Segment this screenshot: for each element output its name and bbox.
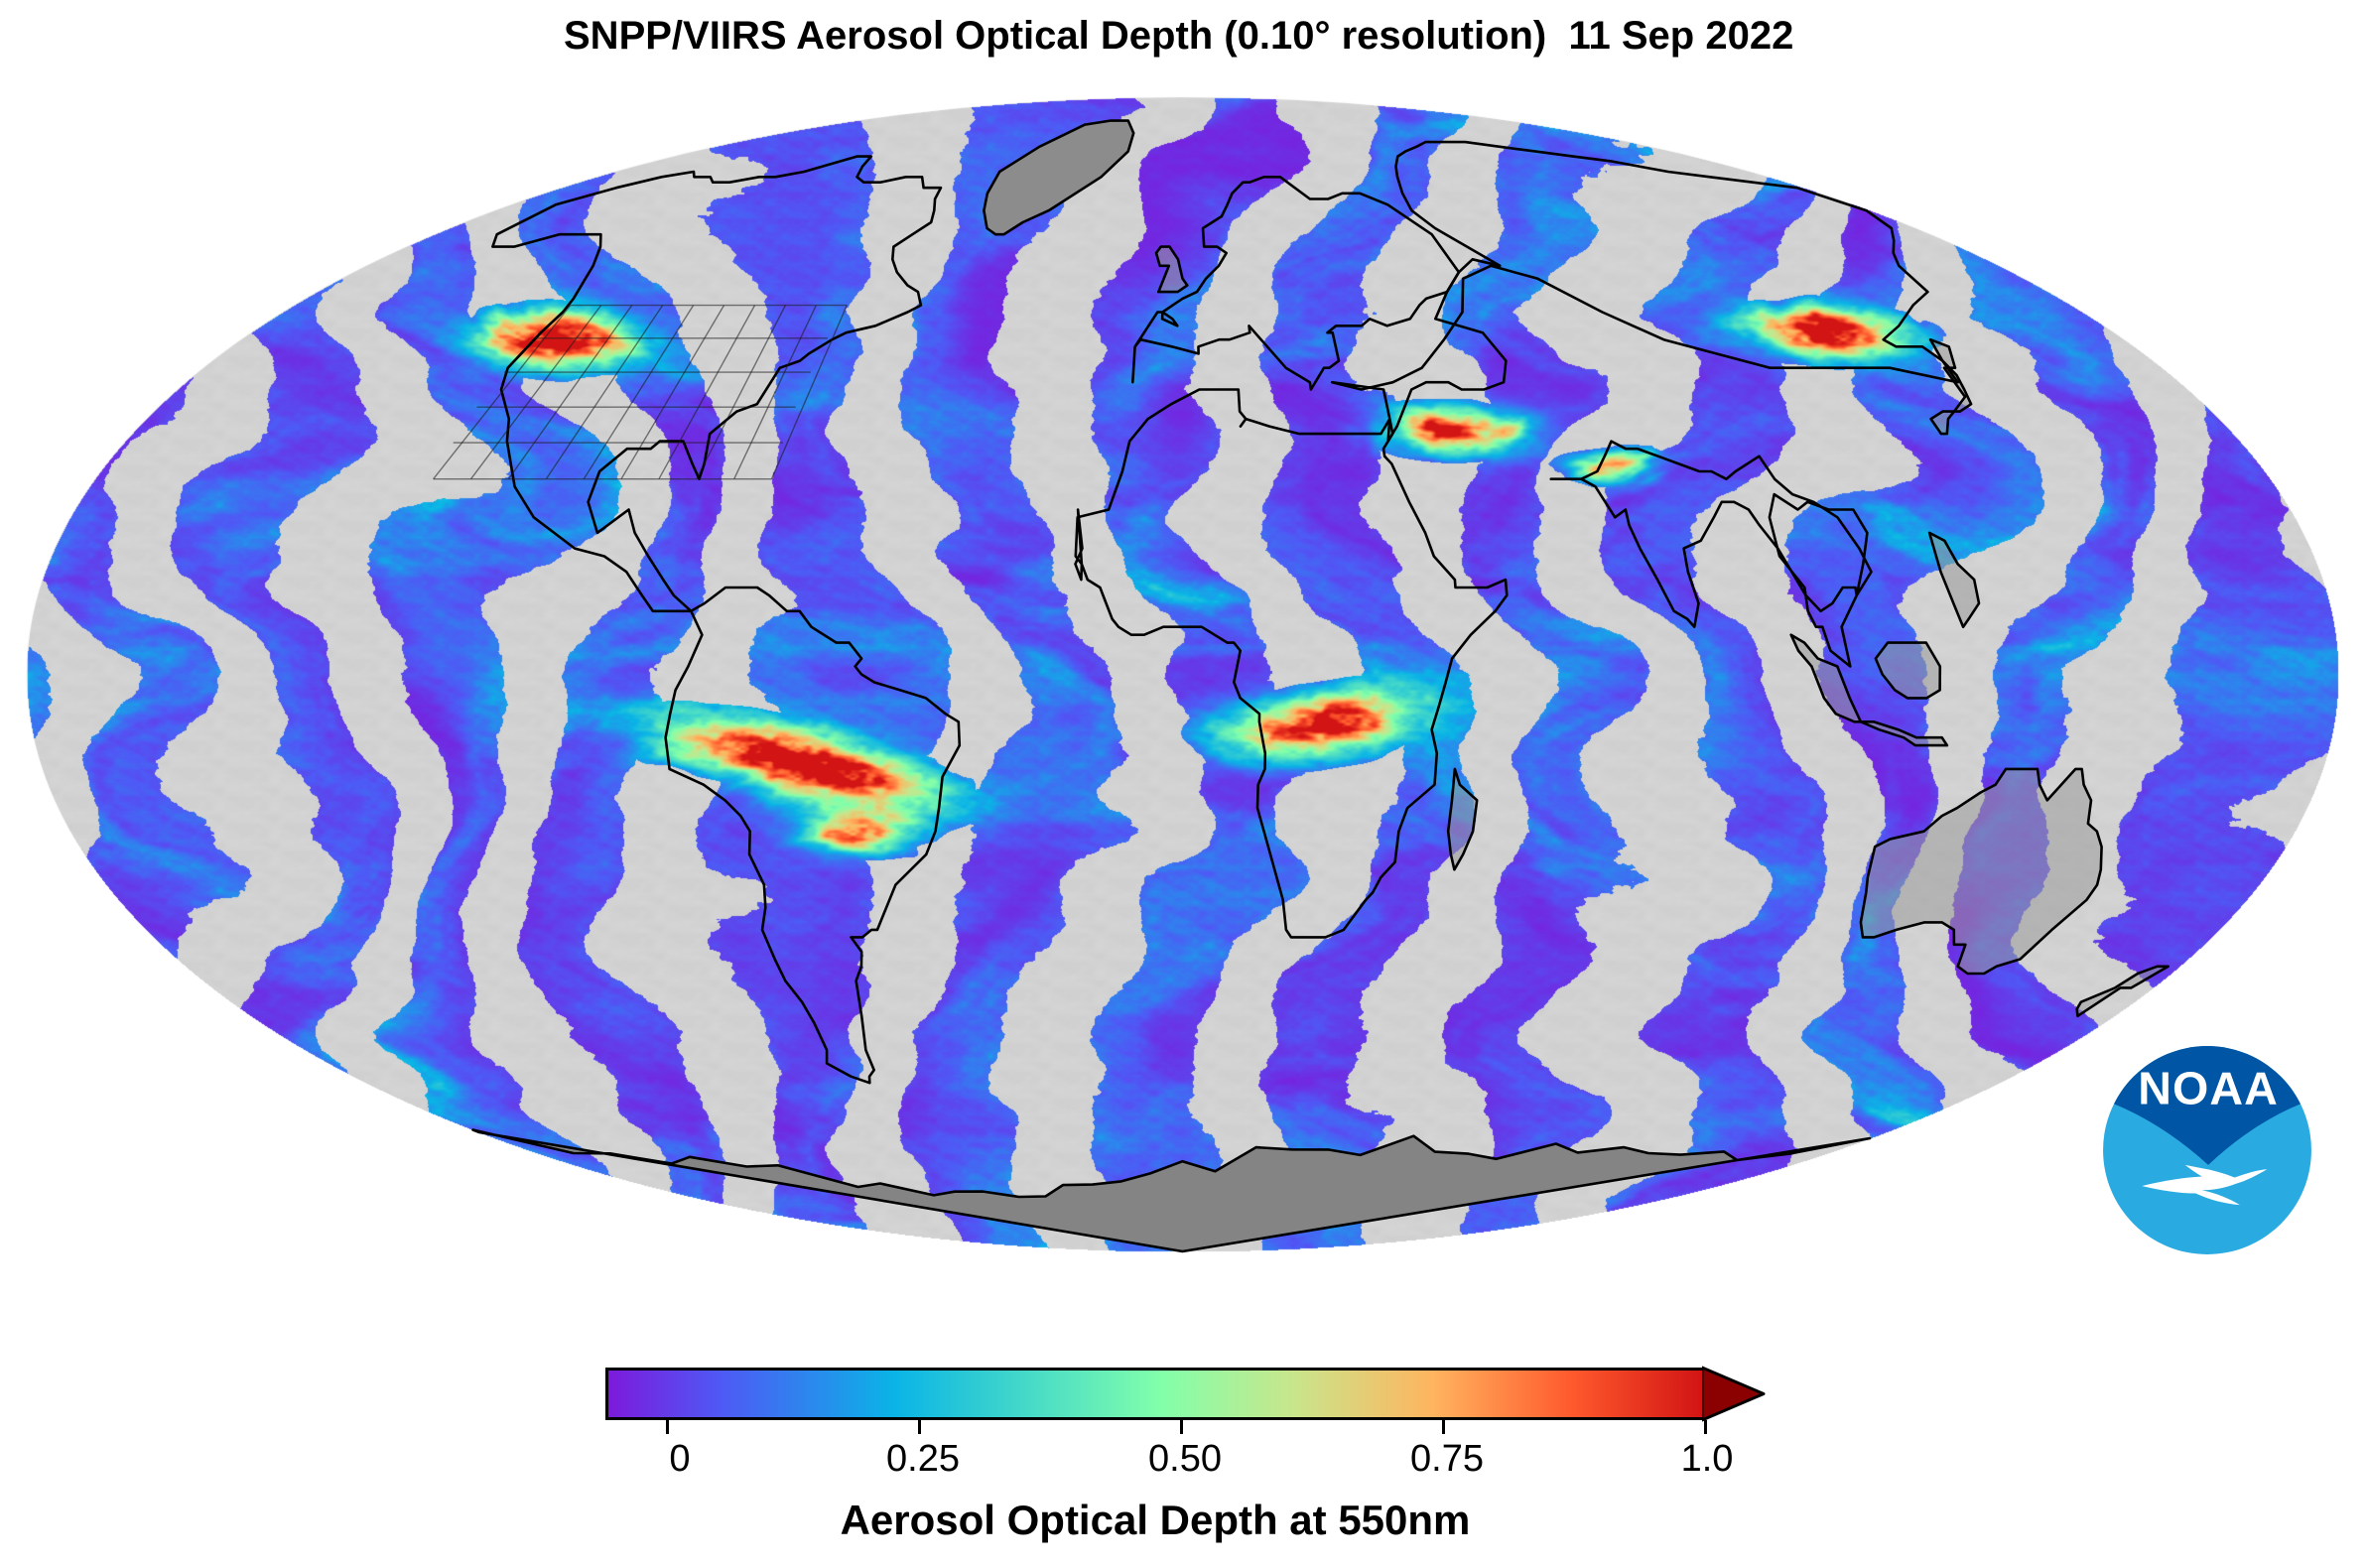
svg-text:NOAA: NOAA bbox=[2138, 1062, 2279, 1113]
